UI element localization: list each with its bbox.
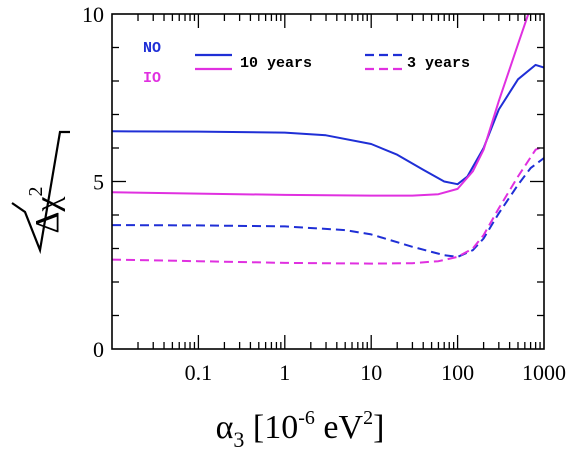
y-tick-label: 10 bbox=[82, 2, 104, 27]
legend-3-years-label: 3 years bbox=[407, 55, 470, 72]
legend-io-label: IO bbox=[143, 70, 161, 87]
x-tick-label: 10 bbox=[360, 360, 382, 385]
x-axis-title: α3 [10-6 eV2] bbox=[216, 407, 385, 452]
y-axis-title-text: Δχ2 bbox=[25, 187, 66, 234]
axis-titles: α3 [10-6 eV2] Δχ2 bbox=[11, 130, 385, 452]
x-axis-title-base: α bbox=[216, 409, 234, 446]
y-tick-label: 0 bbox=[93, 337, 104, 362]
x-tick-label: 0.1 bbox=[185, 360, 213, 385]
x-axis-title-sub: 3 bbox=[233, 427, 244, 452]
x-axis-title-sup: -6 bbox=[298, 407, 315, 429]
series-io-3-years bbox=[112, 145, 544, 265]
x-axis-title-rest: [10 bbox=[244, 409, 298, 446]
legend-no-label: NO bbox=[143, 40, 161, 57]
y-axis-title-sup: 2 bbox=[25, 187, 47, 197]
series-no-3-years bbox=[112, 157, 544, 258]
x-axis-title-close: ] bbox=[373, 409, 384, 446]
x-axis-title-unit: eV bbox=[315, 409, 364, 446]
legend-10-years-label: 10 years bbox=[240, 55, 312, 72]
x-tick-label: 100 bbox=[441, 360, 474, 385]
ticks-layer: 0.1 1 10 100 1000 0 5 10 bbox=[82, 2, 566, 385]
x-axis-title-unit-sup: 2 bbox=[363, 407, 373, 429]
series-io-10-years bbox=[112, 14, 530, 197]
series-no-10-years bbox=[112, 63, 544, 186]
series-layer bbox=[112, 14, 544, 265]
y-tick-label: 5 bbox=[93, 170, 104, 195]
y-axis-title: Δχ2 bbox=[11, 130, 70, 255]
legend: NO IO 10 years 3 years bbox=[143, 40, 470, 87]
plot-frame bbox=[111, 13, 545, 350]
x-tick-label: 1 bbox=[279, 360, 290, 385]
y-axis-title-radicand: Δχ bbox=[29, 197, 66, 234]
x-tick-label: 1000 bbox=[522, 360, 566, 385]
series-group bbox=[112, 14, 544, 265]
radical-sign-icon bbox=[11, 130, 70, 255]
